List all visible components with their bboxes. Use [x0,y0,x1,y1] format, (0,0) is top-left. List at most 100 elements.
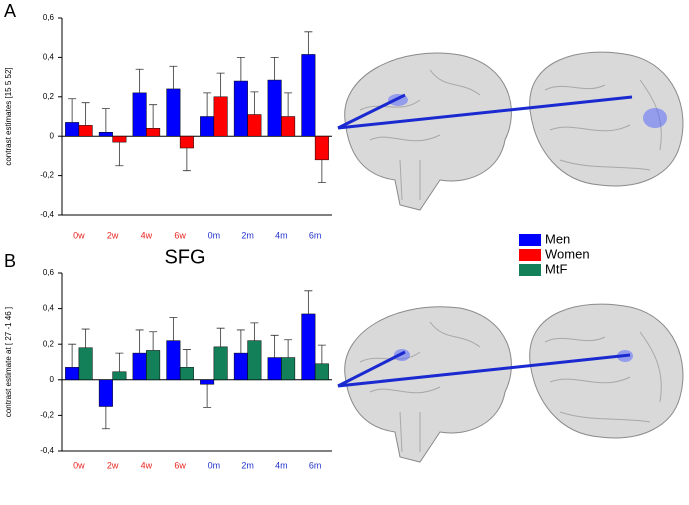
error-bar [68,98,77,123]
bar [213,96,228,137]
error-bar [135,68,144,93]
bar [213,346,228,381]
error-bar [216,72,225,97]
bar [132,92,147,137]
error-bar [203,384,212,408]
bar [98,132,113,137]
error-bar [135,329,144,354]
error-bar [203,92,212,117]
bar [314,135,329,161]
y-tick-label: 0,4 [43,304,55,313]
y-tick-label: -0,4 [40,210,54,219]
error-bar [115,142,124,167]
panel-label: B [4,251,16,271]
bar [267,357,282,381]
bar [281,116,296,137]
error-bar [284,339,293,358]
error-bar [169,65,178,89]
legend-label: MtF [545,261,567,276]
x-tick-label: 6w [174,460,186,470]
bar [146,350,161,381]
error-bar [216,327,225,347]
error-bar [236,329,245,354]
error-bar [236,57,245,82]
error-bar [101,108,110,133]
error-bar [317,344,326,364]
bar [166,340,181,381]
bar [233,352,248,381]
y-tick-label: 0 [50,375,55,384]
error-bar [81,328,90,348]
bar [146,128,161,137]
error-bar [68,343,77,368]
error-bar [101,406,110,430]
x-tick-label: 2m [241,460,254,470]
error-bar [182,349,191,368]
y-tick-label: 0,2 [43,92,55,101]
error-bar [250,91,259,115]
bar [179,367,194,381]
brain-images [337,51,684,463]
bar [65,367,80,381]
error-bar [149,104,158,129]
x-tick-label: 2w [107,460,119,470]
bar [247,114,262,137]
error-bar [250,322,259,341]
error-bar [81,102,90,126]
y-axis-label: contrast estimate at [ 27 -1 46 ] [4,307,13,417]
legend-label: Women [545,246,590,261]
error-bar [169,317,178,341]
error-bar [304,31,313,55]
x-tick-label: 0m [208,230,221,240]
y-tick-label: 0,6 [43,268,55,277]
error-bar [182,148,191,172]
bar [247,340,262,381]
bar [200,116,215,137]
error-bar [270,334,279,358]
legend-label: Men [545,231,570,246]
x-tick-label: 4w [141,230,153,240]
x-tick-label: 6m [309,460,322,470]
y-tick-label: 0,6 [43,13,55,22]
bar [112,135,127,143]
bar [281,357,296,381]
error-bar [317,159,326,183]
legend-swatch [519,264,541,276]
error-bar [115,352,124,372]
bar [301,54,316,137]
y-tick-label: -0,4 [40,446,54,455]
y-tick-label: -0,2 [40,411,54,420]
y-tick-label: -0,2 [40,171,54,180]
x-tick-label: 2w [107,230,119,240]
bar [314,363,329,381]
bar [166,88,181,137]
bar [132,352,147,381]
x-tick-label: 4w [141,460,153,470]
y-axis-label: contrast estimates [15 5 52] [4,67,13,165]
x-tick-label: 2m [241,230,254,240]
bar [98,379,113,407]
error-bar [284,92,293,117]
bar [65,122,80,137]
bar [301,313,316,381]
error-bar [149,331,158,351]
error-bar [270,57,279,81]
bar [78,347,93,381]
bar [233,80,248,137]
legend-swatch [519,234,541,246]
x-tick-label: 4m [275,460,288,470]
bar [179,135,194,149]
y-tick-label: 0 [50,131,55,140]
y-tick-label: 0,4 [43,53,55,62]
chart-title: SFG [164,246,205,268]
bar [200,379,215,385]
x-tick-label: 0w [73,230,85,240]
x-tick-label: 0m [208,460,221,470]
bar [78,125,93,137]
x-tick-label: 0w [73,460,85,470]
legend-swatch [519,249,541,261]
x-tick-label: 4m [275,230,288,240]
bar [112,371,127,381]
panel-label: A [4,1,16,21]
